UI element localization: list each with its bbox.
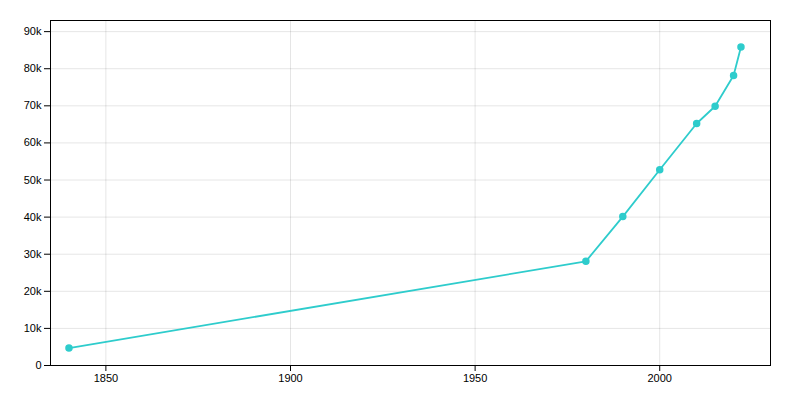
svg-text:20k: 20k (24, 285, 42, 297)
svg-text:60k: 60k (24, 136, 42, 148)
svg-text:80k: 80k (24, 62, 42, 74)
svg-text:30k: 30k (24, 248, 42, 260)
svg-text:50k: 50k (24, 174, 42, 186)
svg-text:1850: 1850 (94, 372, 118, 384)
svg-text:0: 0 (35, 359, 41, 371)
svg-text:40k: 40k (24, 211, 42, 223)
svg-text:1900: 1900 (278, 372, 302, 384)
svg-text:1950: 1950 (463, 372, 487, 384)
svg-text:90k: 90k (24, 25, 42, 37)
svg-text:70k: 70k (24, 99, 42, 111)
svg-text:10k: 10k (24, 322, 42, 334)
svg-text:2000: 2000 (647, 372, 671, 384)
